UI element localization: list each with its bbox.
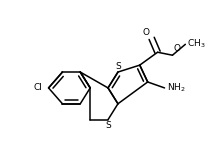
Text: Cl: Cl — [34, 83, 43, 92]
Text: NH$_2$: NH$_2$ — [167, 82, 185, 94]
Text: O: O — [173, 44, 180, 53]
Text: S: S — [105, 121, 111, 130]
Text: CH$_3$: CH$_3$ — [187, 37, 206, 50]
Text: O: O — [143, 28, 150, 37]
Text: S: S — [115, 62, 121, 71]
